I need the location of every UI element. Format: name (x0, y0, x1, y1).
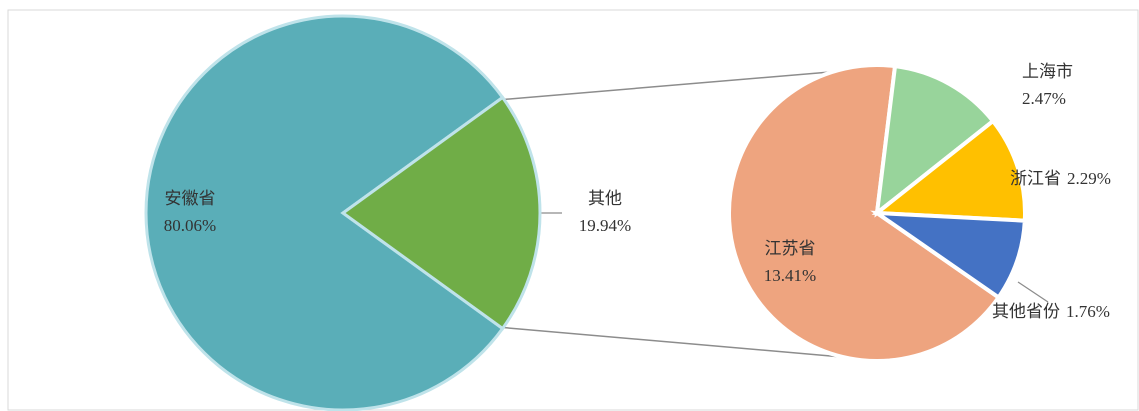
data-label: 2.29% (1067, 169, 1111, 188)
pie-slice (871, 118, 1027, 223)
slice-label: 江苏省 (765, 239, 816, 258)
pie-slice (340, 95, 542, 331)
data-label: 1.76% (1066, 302, 1110, 321)
slice-label: 上海市 (1022, 62, 1073, 81)
connector-line (496, 70, 843, 101)
slice-label: 安徽省 (165, 189, 216, 208)
pie-slice (874, 63, 996, 218)
leader-line (1017, 281, 1049, 303)
data-label: 13.41% (764, 266, 816, 285)
slice-label-group: 其他省份 1.76% (992, 302, 1110, 321)
pie-slice (727, 63, 1002, 363)
data-label: 80.06% (164, 216, 216, 235)
slice-label: 浙江省 (1010, 169, 1061, 188)
slice-label-group: 浙江省 2.29% (1010, 169, 1111, 188)
chart-border (7, 9, 1139, 411)
slice-label: 其他省份 (992, 302, 1060, 321)
data-label: 2.47% (1022, 89, 1066, 108)
pie-slice (144, 14, 505, 411)
slice-label: 其他 (588, 189, 622, 208)
data-label: 19.94% (579, 216, 631, 235)
connector-line (496, 326, 843, 358)
pie-slice (870, 210, 1027, 301)
